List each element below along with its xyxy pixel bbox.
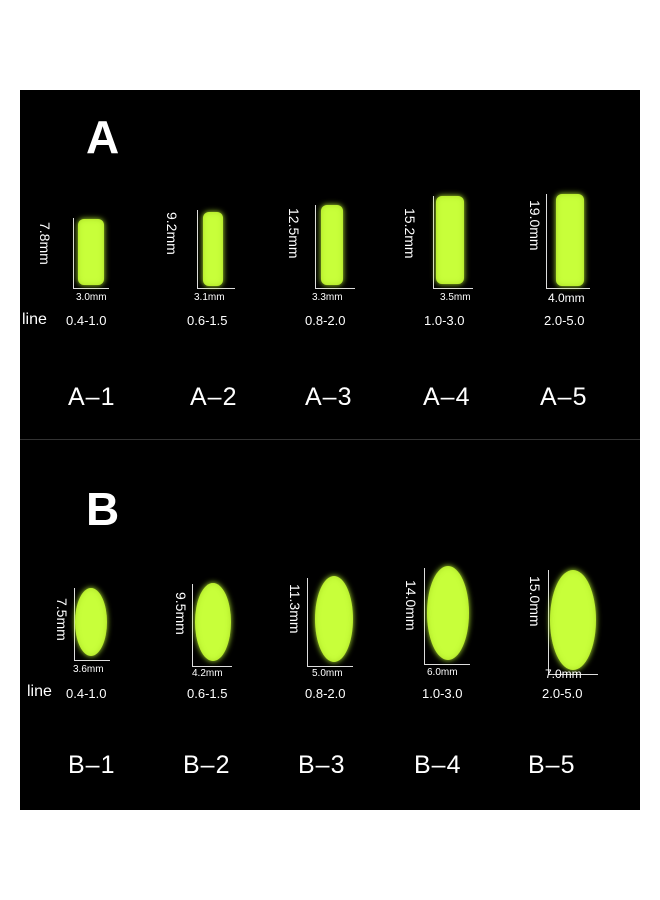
a3-bead bbox=[321, 205, 343, 285]
b3-line-range: 0.8-2.0 bbox=[305, 686, 346, 701]
b4-length-line bbox=[424, 568, 425, 664]
b5-code: B–5 bbox=[528, 751, 576, 779]
a5-length-line bbox=[546, 194, 547, 288]
b2-line-range: 0.6-1.5 bbox=[187, 686, 228, 701]
section-a-line-word: line bbox=[22, 311, 47, 328]
section-a-title: A bbox=[86, 111, 120, 163]
a1-length-label: 7.8mm bbox=[37, 222, 53, 265]
section-divider bbox=[20, 439, 640, 440]
a3-length-line bbox=[315, 205, 316, 289]
a5-width-label: 4.0mm bbox=[548, 291, 585, 305]
a5-length-label: 19.0mm bbox=[527, 200, 543, 251]
a2-length-label: 9.2mm bbox=[164, 212, 180, 255]
b4-width-line bbox=[424, 664, 470, 665]
b3-length-line bbox=[307, 578, 308, 666]
b4-length-label: 14.0mm bbox=[403, 580, 419, 631]
b3-length-label: 11.3mm bbox=[287, 584, 303, 634]
b1-bead bbox=[75, 588, 107, 656]
a4-bead bbox=[436, 196, 464, 284]
b4-width-label: 6.0mm bbox=[427, 667, 458, 678]
a5-bead bbox=[556, 194, 584, 286]
b1-code: B–1 bbox=[68, 751, 116, 779]
a3-line-range: 0.8-2.0 bbox=[305, 313, 346, 328]
b5-width-line bbox=[548, 674, 598, 675]
b2-bead bbox=[195, 583, 231, 661]
b3-bead bbox=[315, 576, 353, 662]
b4-code: B–4 bbox=[414, 751, 462, 779]
b3-width-label: 5.0mm bbox=[312, 668, 343, 679]
a4-length-line bbox=[433, 196, 434, 288]
b3-code: B–3 bbox=[298, 751, 346, 779]
a4-line-range: 1.0-3.0 bbox=[424, 313, 465, 328]
b2-length-line bbox=[192, 584, 193, 666]
b3-width-line bbox=[307, 666, 353, 667]
a1-bead bbox=[78, 219, 104, 285]
a2-width-label: 3.1mm bbox=[194, 292, 225, 303]
a3-width-label: 3.3mm bbox=[312, 292, 343, 303]
section-b-title: B bbox=[86, 483, 120, 535]
b5-width-label: 7.0mm bbox=[545, 667, 582, 681]
section-b-line-word: line bbox=[27, 683, 52, 700]
a5-width-line bbox=[546, 288, 590, 289]
b1-line-range: 0.4-1.0 bbox=[66, 686, 107, 701]
b1-length-label: 7.5mm bbox=[54, 598, 70, 641]
b2-width-line bbox=[192, 666, 232, 667]
a1-width-label: 3.0mm bbox=[76, 292, 107, 303]
b2-width-label: 4.2mm bbox=[192, 668, 223, 679]
b1-width-line bbox=[74, 660, 110, 661]
b5-length-line bbox=[548, 570, 549, 674]
a4-length-label: 15.2mm bbox=[402, 208, 418, 259]
a4-width-label: 3.5mm bbox=[440, 292, 471, 303]
a1-line-range: 0.4-1.0 bbox=[66, 313, 107, 328]
b1-width-label: 3.6mm bbox=[73, 664, 104, 675]
a5-line-range: 2.0-5.0 bbox=[544, 313, 585, 328]
b4-bead bbox=[427, 566, 469, 660]
a4-width-line bbox=[433, 288, 473, 289]
b4-line-range: 1.0-3.0 bbox=[422, 686, 463, 701]
a3-width-line bbox=[315, 288, 355, 289]
a3-length-label: 12.5mm bbox=[286, 208, 302, 259]
a1-width-line bbox=[73, 288, 109, 289]
a2-length-line bbox=[197, 210, 198, 288]
b5-length-label: 15.0mm bbox=[527, 576, 543, 627]
product-panel bbox=[20, 90, 640, 810]
b5-bead bbox=[550, 570, 596, 670]
b5-line-range: 2.0-5.0 bbox=[542, 686, 583, 701]
a1-code: A–1 bbox=[68, 383, 116, 411]
a2-bead bbox=[203, 212, 223, 286]
a4-code: A–4 bbox=[423, 383, 471, 411]
a2-width-line bbox=[197, 288, 235, 289]
a5-code: A–5 bbox=[540, 383, 588, 411]
a3-code: A–3 bbox=[305, 383, 353, 411]
b2-code: B–2 bbox=[183, 751, 231, 779]
a1-length-line bbox=[73, 218, 74, 288]
b1-length-line bbox=[74, 588, 75, 660]
a2-line-range: 0.6-1.5 bbox=[187, 313, 228, 328]
a2-code: A–2 bbox=[190, 383, 238, 411]
b2-length-label: 9.5mm bbox=[173, 592, 189, 635]
